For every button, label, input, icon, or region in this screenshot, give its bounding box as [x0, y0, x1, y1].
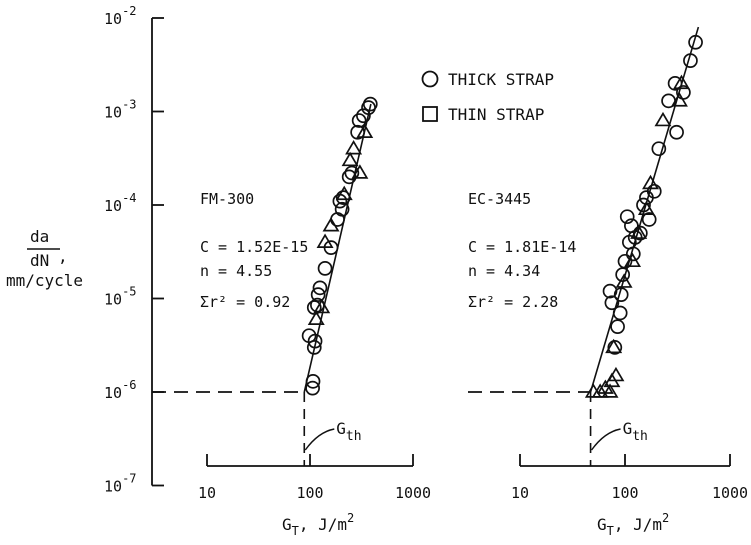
panel2-point-thick-strap	[651, 141, 667, 157]
panel1-param-c: C = 1.52E-15	[200, 238, 308, 256]
panel2-point-thick-strap	[617, 253, 633, 269]
panel2-point-thin-strap	[615, 273, 633, 288]
panel1-point-thick-strap	[351, 113, 367, 128]
panel1-point-thin-strap	[307, 310, 325, 325]
panel2-title: EC-3445	[468, 190, 531, 208]
y-tick-label: 10-5	[104, 285, 137, 309]
panel2-point-thin-strap	[672, 74, 690, 90]
panel2-point-thin-strap	[630, 224, 648, 239]
panel1-x-axis-label: GT, J/m2	[282, 511, 354, 538]
panel2-point-thick-strap	[604, 295, 620, 311]
panel2-point-thick-strap	[636, 197, 651, 213]
annotations-layer: FM-300 C = 1.52E-15 n = 4.55 Σr² = 0.92 …	[200, 190, 576, 311]
panel2-x-tick-label: 10	[511, 484, 529, 502]
panel2-param-r2: Σr² = 2.28	[468, 293, 558, 311]
panel2-point-thick-strap	[613, 287, 629, 302]
panel1-point-thick-strap	[312, 280, 328, 296]
panel2-point-thick-strap	[683, 53, 698, 68]
panel2-point-thick-strap	[610, 319, 625, 334]
panel1-x-tick-label: 1000	[395, 484, 431, 502]
y-axis-label-comma: ,	[58, 247, 68, 266]
panel1-point-thin-strap	[316, 233, 334, 248]
panel2-point-thin-strap	[654, 111, 672, 127]
panel1-point-thick-strap	[344, 165, 360, 181]
panel2-point-thick-strap	[646, 183, 662, 199]
panel2-point-thin-strap	[637, 200, 655, 216]
panel2-threshold-pointer	[591, 428, 621, 451]
panel2-point-thick-strap	[625, 246, 641, 262]
panel1-param-r2: Σr² = 0.92	[200, 293, 290, 311]
panel1-threshold-pointer	[304, 428, 335, 451]
panel1-point-thick-strap	[317, 261, 333, 276]
panel2-point-thin-strap	[670, 92, 688, 107]
panel2-threshold-label: Gth	[623, 419, 648, 444]
panel2-point-thick-strap	[619, 209, 635, 225]
legend-circle-marker	[421, 70, 439, 88]
panel1-point-thick-strap	[332, 193, 348, 209]
panel2-point-thick-strap	[641, 212, 657, 227]
panel1-threshold-label: Gth	[336, 419, 361, 444]
y-tick-label: 10-7	[104, 472, 137, 496]
panel1-point-thick-strap	[305, 380, 320, 396]
panel1-title: FM-300	[200, 190, 254, 208]
y-axis-label-da: da	[30, 227, 49, 246]
panel1-point-thick-strap	[362, 96, 378, 112]
legend-label-thick-strap: THICK STRAP	[448, 70, 554, 89]
panel1-point-thick-strap	[305, 373, 321, 389]
panel2-x-axis-label: GT, J/m2	[597, 511, 669, 538]
panel2-x-tick-label: 100	[611, 484, 638, 502]
y-tick-label: 10-4	[104, 191, 137, 215]
panel1-point-thick-strap	[334, 201, 350, 217]
panel1-point-thin-strap	[322, 217, 340, 232]
panel2-point-thin-strap	[642, 174, 660, 190]
panel1-point-thick-strap	[350, 124, 365, 140]
legend-square-marker	[422, 106, 438, 122]
marks-layer	[301, 26, 703, 398]
y-tick-label: 10-6	[104, 378, 137, 402]
panel2-point-thick-strap	[688, 34, 703, 50]
panel1-point-thin-strap	[335, 185, 353, 201]
panel1-point-thin-strap	[356, 123, 374, 138]
panel1-point-thick-strap	[310, 287, 326, 302]
panel2-param-n: n = 4.34	[468, 262, 540, 280]
panel2-point-thin-strap	[624, 252, 642, 268]
panel1-point-thin-strap	[345, 140, 363, 155]
panel2-point-thick-strap	[669, 124, 684, 140]
panel2-point-thick-strap	[667, 76, 683, 91]
legend: THICK STRAP THIN STRAP	[421, 70, 554, 124]
panel1-x-tick-label: 100	[296, 484, 323, 502]
legend-label-thin-strap: THIN STRAP	[448, 105, 544, 124]
panel1-point-thick-strap	[307, 333, 323, 349]
panel1-point-thin-strap	[313, 298, 331, 314]
y-tick-label: 10-3	[104, 98, 137, 122]
panel2-point-thin-strap	[607, 366, 625, 382]
y-axis-label-dn: dN	[30, 251, 49, 270]
panel2-param-c: C = 1.81E-14	[468, 238, 576, 256]
panel1-point-thick-strap	[356, 108, 371, 124]
panel1-point-thick-strap	[341, 169, 357, 185]
panel1-point-thin-strap	[341, 151, 359, 167]
y-axis-label: da dN , mm/cycle	[6, 227, 83, 290]
panel2-point-thick-strap	[612, 305, 628, 321]
panel1-x-tick-label: 10	[198, 484, 216, 502]
y-tick-label: 10-2	[104, 4, 137, 28]
axes-layer: 10-2 10-3 10-4 10-5 10-6 10-7 10 100 1000 GT, J/m…	[104, 4, 748, 538]
y-axis-label-units: mm/cycle	[6, 271, 83, 290]
panel1-point-thick-strap	[306, 340, 322, 355]
panel2-point-thin-strap	[605, 338, 623, 354]
panel1-param-n: n = 4.55	[200, 262, 272, 280]
panel2-point-thin-strap	[601, 383, 619, 398]
panel2-x-tick-label: 1000	[712, 484, 748, 502]
panel2-point-thin-strap	[591, 383, 609, 398]
panel2-point-thick-strap	[676, 85, 691, 100]
panel1-point-thin-strap	[351, 164, 369, 179]
